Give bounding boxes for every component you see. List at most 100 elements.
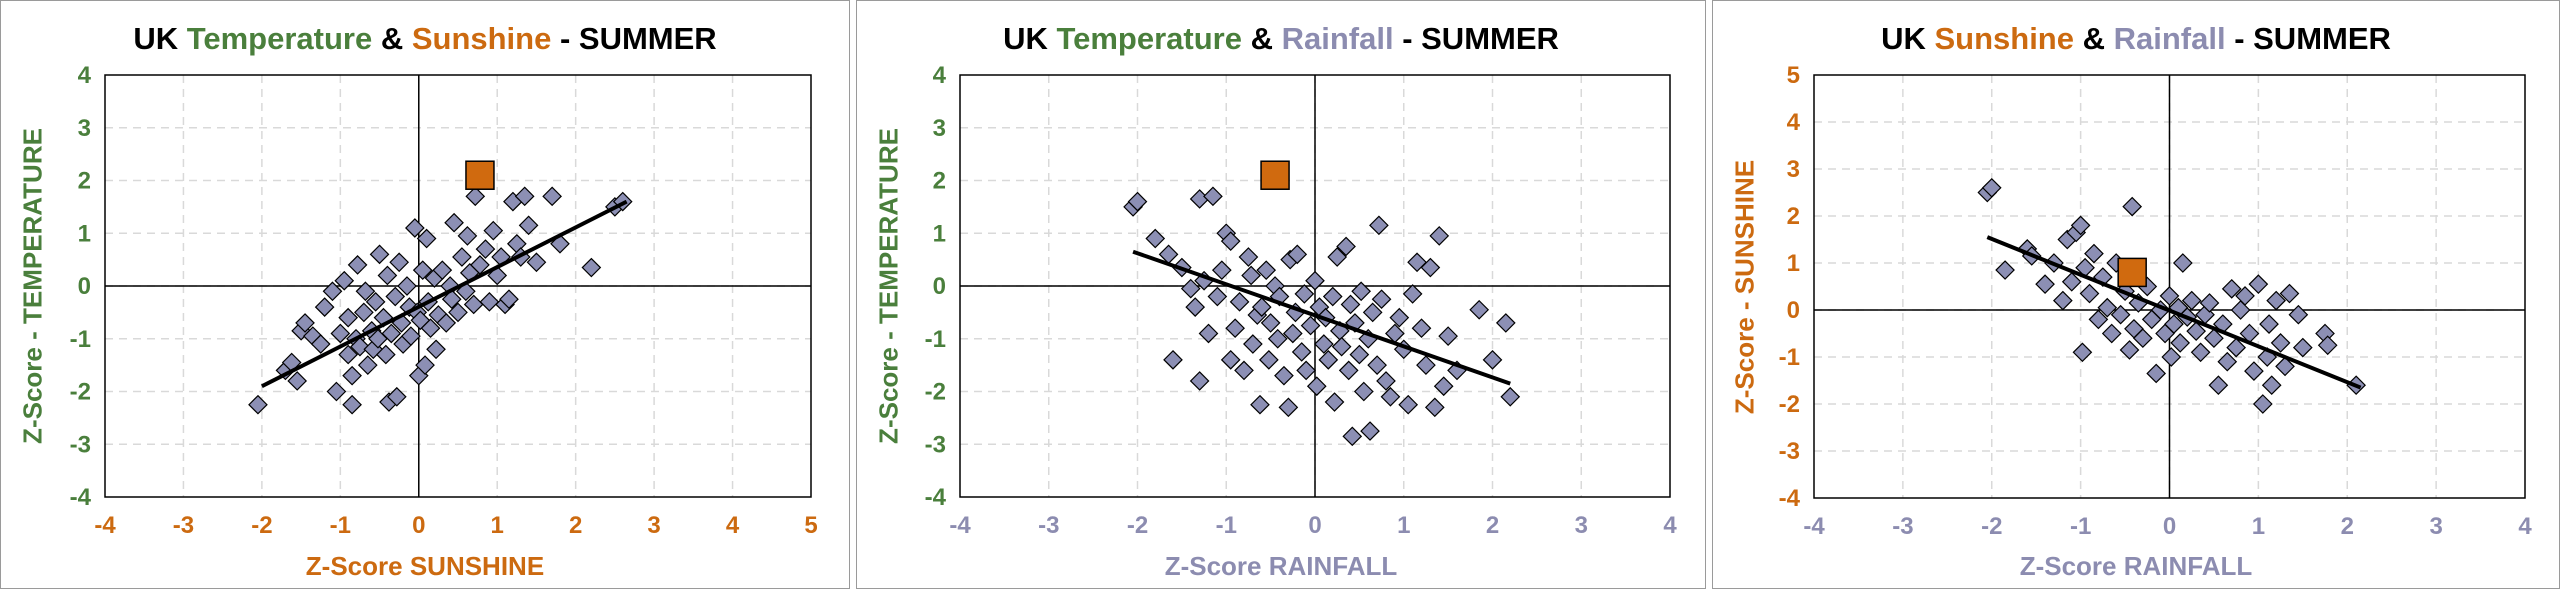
x-tick-label: 1 xyxy=(1397,512,1410,539)
x-tick-label: -1 xyxy=(2070,513,2091,540)
x-tick-label: 2 xyxy=(1486,512,1499,539)
data-point xyxy=(1229,291,1250,312)
y-tick-label: 1 xyxy=(1787,250,1800,277)
data-point xyxy=(2199,293,2220,313)
data-point xyxy=(355,281,376,302)
data-point xyxy=(1351,281,1371,302)
data-point xyxy=(2181,290,2202,311)
data-point xyxy=(432,260,453,281)
x-tick-label: 4 xyxy=(726,512,740,539)
scatter-plot: -4 -3 -2 -1 0 1 2 3 4 5 -4 -3 -2 -1 0 1 2 3 4 xyxy=(70,62,818,539)
title-part1: Temperature xyxy=(186,21,373,56)
data-point xyxy=(365,291,386,312)
data-point xyxy=(1207,286,1228,307)
data-point xyxy=(2288,304,2309,325)
title-part1: Sunshine xyxy=(1934,21,2074,56)
data-point xyxy=(1291,342,1312,362)
data-point xyxy=(514,186,535,207)
data-point xyxy=(381,323,402,344)
data-point xyxy=(2070,215,2091,236)
data-point xyxy=(1259,350,1279,370)
trendline xyxy=(1132,249,1511,386)
data-point xyxy=(1278,397,1299,418)
title-prefix: UK xyxy=(1881,21,1935,56)
y-tick-label: -4 xyxy=(925,484,947,511)
y-tick-label: 5 xyxy=(1787,62,1800,89)
data-point xyxy=(1331,336,1352,357)
title-prefix: UK xyxy=(1003,21,1057,56)
data-point xyxy=(436,313,457,333)
data-point xyxy=(420,318,441,339)
data-point xyxy=(2146,363,2167,384)
data-point xyxy=(2132,328,2153,349)
data-point xyxy=(1367,355,1387,375)
x-tick-label: 2 xyxy=(569,512,582,539)
y-tick-label: 3 xyxy=(78,115,91,142)
data-point xyxy=(1305,270,1325,291)
data-point xyxy=(518,215,539,236)
data-point xyxy=(1300,315,1321,336)
x-tick-label: 4 xyxy=(1663,512,1677,539)
data-point xyxy=(1251,297,1272,317)
chart-title: UK Sunshine & Rainfall - SUMMER xyxy=(1713,21,2559,57)
data-point xyxy=(314,297,335,317)
data-point xyxy=(526,252,547,273)
data-point xyxy=(2079,283,2100,304)
data-point xyxy=(1296,360,1316,381)
y-tick-label: 3 xyxy=(1787,156,1800,183)
data-point xyxy=(415,355,435,375)
data-point xyxy=(385,286,406,307)
trendline xyxy=(1986,235,2362,390)
data-point xyxy=(2248,274,2269,294)
y-tick-label: 4 xyxy=(933,62,947,89)
data-point xyxy=(2279,283,2300,304)
data-point xyxy=(457,226,478,246)
data-point xyxy=(354,302,374,323)
data-point xyxy=(1203,186,1223,207)
data-point xyxy=(1469,299,1490,320)
data-point xyxy=(2190,342,2211,363)
data-point xyxy=(426,339,446,360)
data-point xyxy=(1294,284,1315,304)
y-tick-label: 4 xyxy=(1787,109,1801,136)
data-point xyxy=(1338,360,1359,381)
data-point xyxy=(1189,371,1210,391)
y-tick-label: 0 xyxy=(933,273,946,300)
data-point xyxy=(1163,350,1183,370)
chart-panel-temp-rainfall: UK Temperature & Rainfall - SUMMER -4 -3-… xyxy=(856,0,1706,589)
data-point xyxy=(1349,344,1370,365)
x-axis-label: Z-Score RAINFALL xyxy=(1164,551,1398,581)
x-tick-label: 5 xyxy=(804,512,817,539)
x-tick-label: -1 xyxy=(330,512,351,539)
x-tick-label: 3 xyxy=(2429,513,2442,540)
data-point xyxy=(1250,394,1270,415)
data-point xyxy=(1220,350,1241,370)
data-point xyxy=(2244,361,2264,381)
data-point xyxy=(1327,247,1348,267)
data-point xyxy=(465,186,486,207)
data-point xyxy=(2088,309,2109,330)
data-point xyxy=(1398,394,1419,415)
data-point xyxy=(1411,318,1432,339)
data-point xyxy=(1438,326,1458,346)
data-point xyxy=(1380,386,1401,407)
x-tick-label: -3 xyxy=(1892,513,1913,540)
data-point xyxy=(1220,231,1241,252)
y-axis-label: Z-Score - TEMPERATURE xyxy=(873,128,904,444)
data-point xyxy=(475,239,496,259)
data-point xyxy=(2235,286,2255,306)
data-point xyxy=(1180,278,1201,299)
data-point xyxy=(310,334,331,354)
data-point xyxy=(2110,304,2131,325)
y-tick-label: -1 xyxy=(925,326,946,353)
title-suffix: - SUMMER xyxy=(2225,21,2391,56)
y-tick-label: -1 xyxy=(70,326,91,353)
data-point xyxy=(2261,375,2282,396)
y-tick-label: -3 xyxy=(70,431,91,458)
data-point xyxy=(338,344,359,365)
x-tick-label: -4 xyxy=(1803,513,1825,540)
x-tick-label: 3 xyxy=(647,512,660,539)
x-axis-label: Z-Score RAINFALL xyxy=(2019,551,2253,581)
data-point xyxy=(334,270,355,291)
trendline xyxy=(260,199,628,389)
